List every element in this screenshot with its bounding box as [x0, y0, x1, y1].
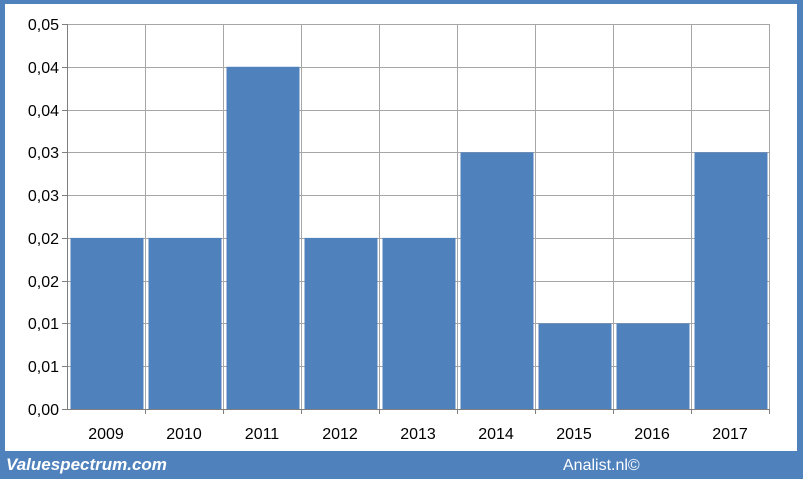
credit-label: Analist.nl© [563, 457, 640, 474]
chart-panel: 0,00 0,01 0,01 0,02 0,02 0,03 0,03 0,04 0,04 0,05… [5, 4, 797, 451]
axes [62, 24, 770, 414]
bar [616, 323, 690, 409]
x-tick-label: 2017 [712, 426, 748, 443]
bar [694, 152, 768, 410]
y-tick-label: 0,04 [28, 103, 59, 120]
x-tick-label: 2013 [400, 426, 436, 443]
y-tick-label: 0,03 [28, 188, 59, 205]
y-tick-label: 0,00 [28, 402, 59, 419]
x-tick-labels: 2009 2010 2011 2012 2013 2014 2015 2016 2017 [88, 426, 748, 443]
x-tick-label: 2014 [478, 426, 514, 443]
bars [70, 66, 768, 410]
y-tick-label: 0,01 [28, 359, 59, 376]
bar [70, 237, 144, 409]
x-tick-label: 2015 [556, 426, 592, 443]
y-tick-label: 0,02 [28, 274, 59, 291]
bar [460, 152, 534, 410]
x-tick-label: 2009 [88, 426, 124, 443]
y-tick-label: 0,02 [28, 231, 59, 248]
y-tick-label: 0,04 [28, 60, 59, 77]
y-tick-labels: 0,00 0,01 0,01 0,02 0,02 0,03 0,03 0,04 0,04 0,05 [28, 17, 59, 419]
bar [304, 237, 378, 409]
x-tick-label: 2016 [634, 426, 670, 443]
bar [226, 66, 300, 410]
bar [382, 237, 456, 409]
y-tick-label: 0,01 [28, 316, 59, 333]
bar [538, 323, 612, 409]
y-tick-label: 0,03 [28, 145, 59, 162]
x-tick-label: 2010 [166, 426, 202, 443]
brand-label: Valuespectrum.com [6, 455, 167, 474]
x-tick-label: 2012 [322, 426, 358, 443]
bar [148, 237, 222, 409]
y-tick-label: 0,05 [28, 17, 59, 34]
bar-chart: 0,00 0,01 0,01 0,02 0,02 0,03 0,03 0,04 0,04 0,05… [28, 17, 770, 443]
x-tick-label: 2011 [245, 426, 280, 443]
gridlines [67, 24, 770, 409]
